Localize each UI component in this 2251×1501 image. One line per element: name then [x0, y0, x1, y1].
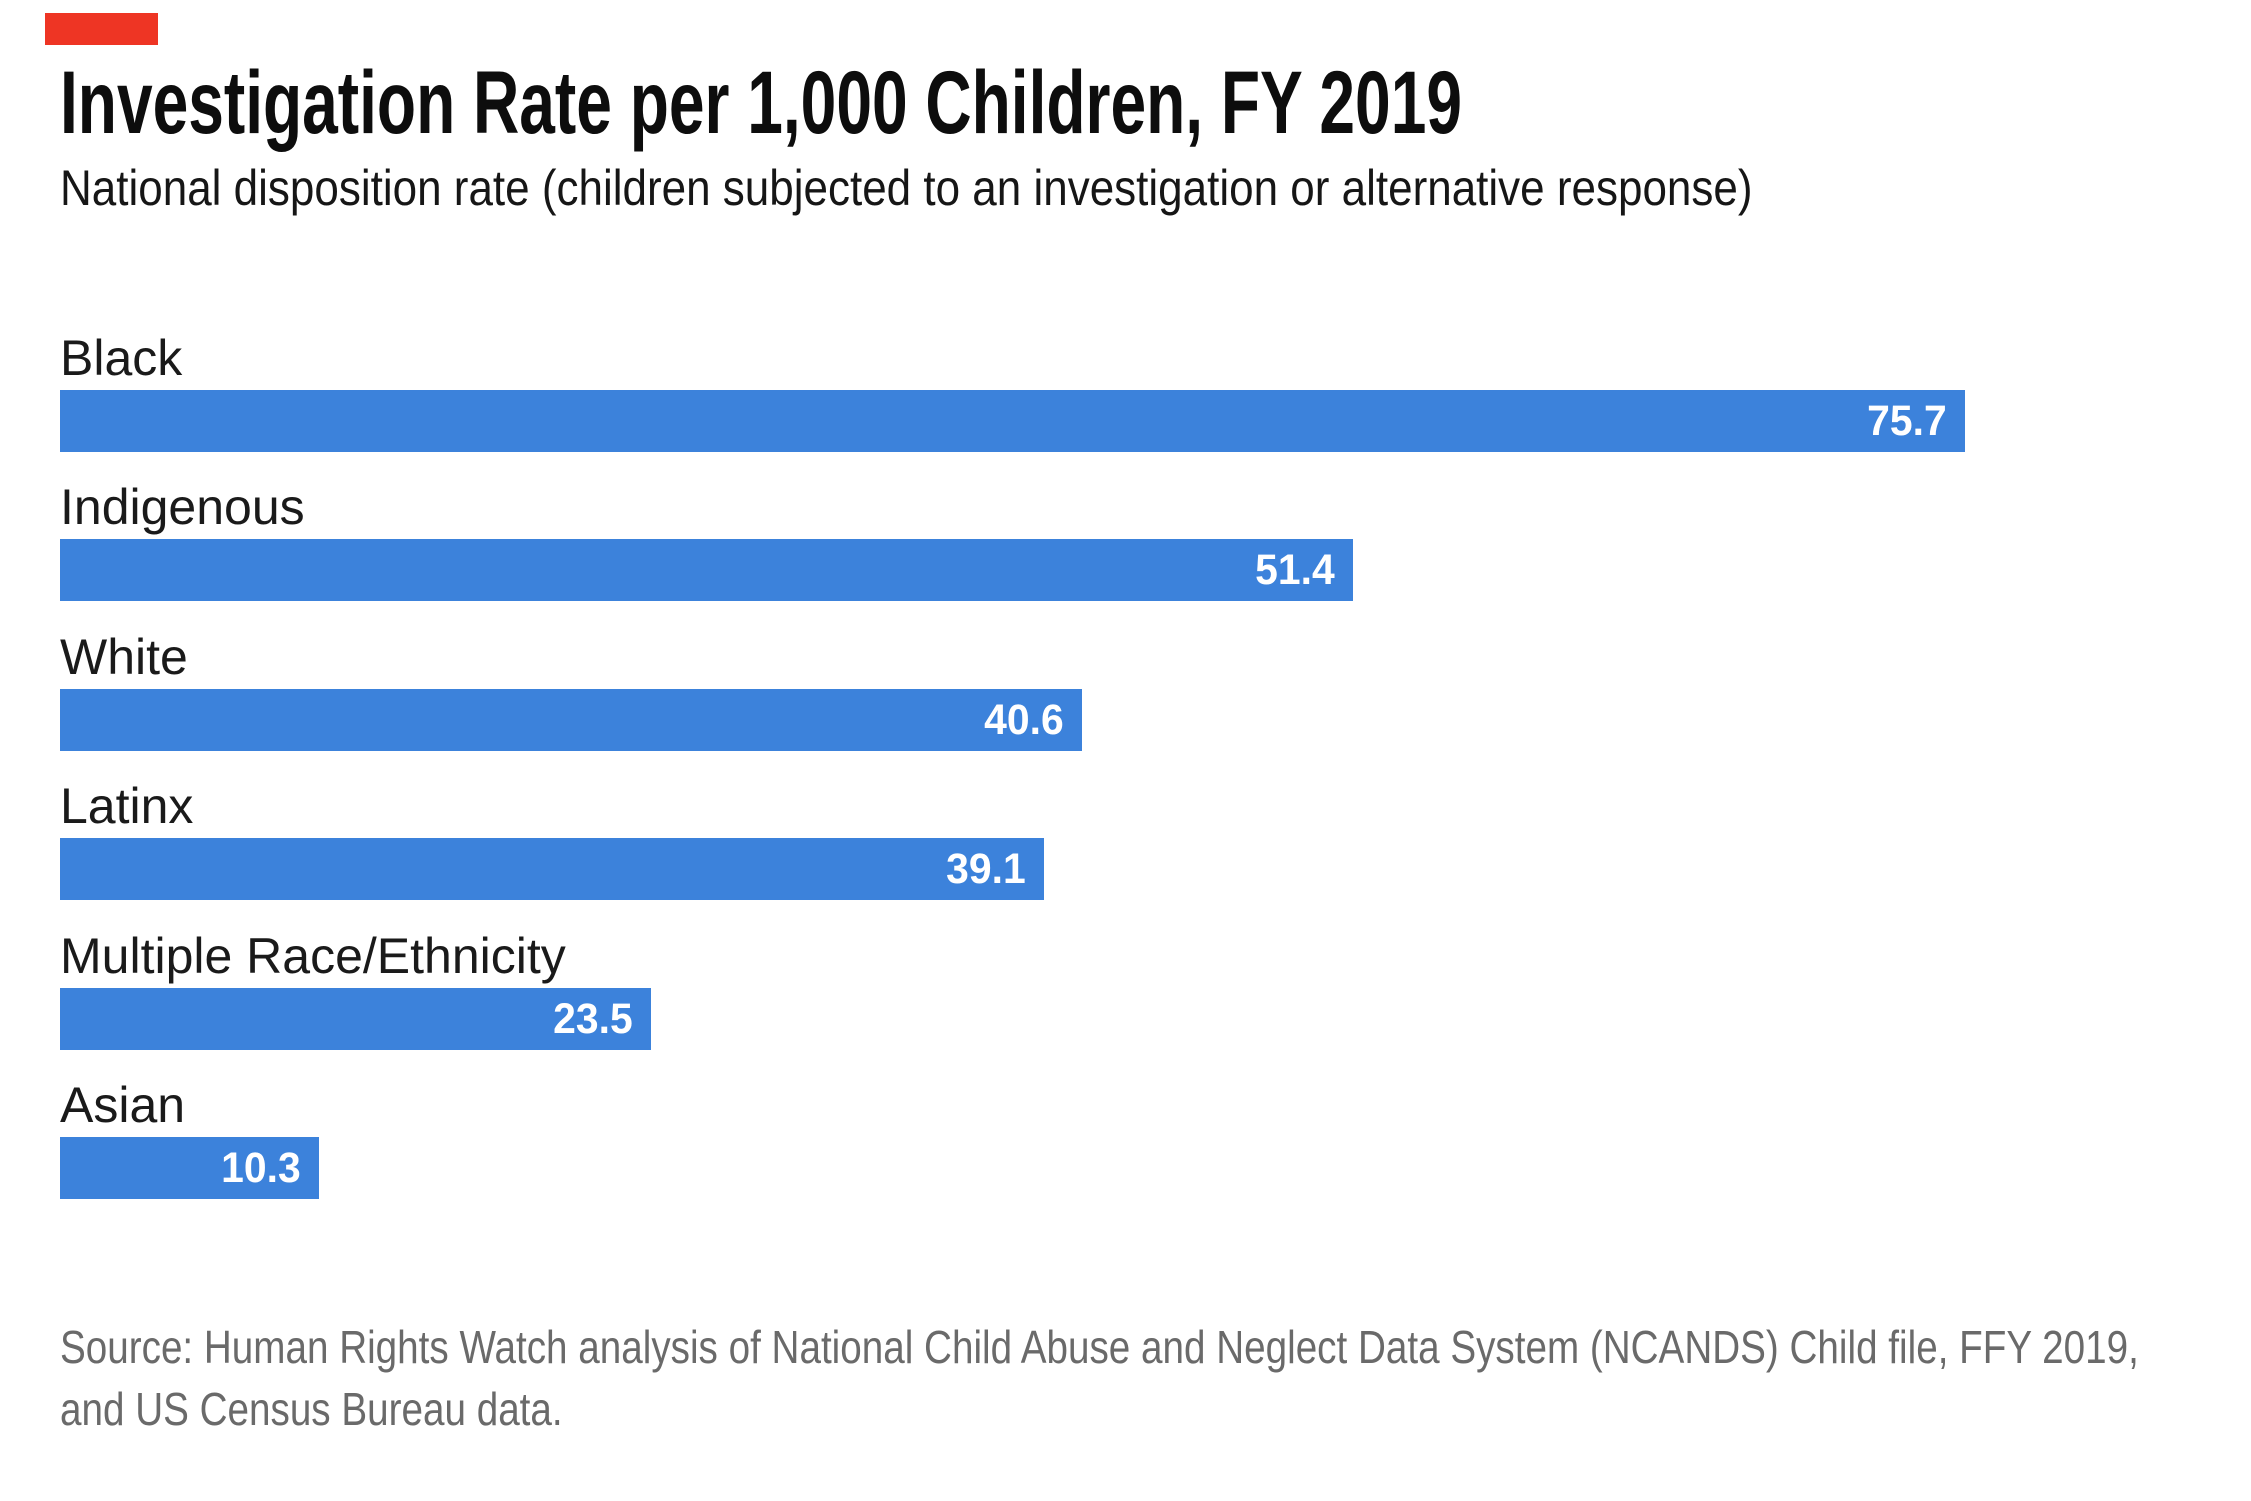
bar-segment: 51.4 — [60, 539, 1353, 601]
value-label: 40.6 — [984, 696, 1064, 744]
category-label: Latinx — [60, 778, 194, 834]
value-label: 51.4 — [1255, 546, 1335, 594]
category-label: Indigenous — [60, 479, 305, 535]
value-label: 75.7 — [1867, 397, 1947, 445]
bar-segment: 23.5 — [60, 988, 651, 1050]
bar-segment: 40.6 — [60, 689, 1082, 751]
category-label: White — [60, 629, 188, 685]
value-label: 23.5 — [553, 995, 633, 1043]
bar-segment: 75.7 — [60, 390, 1965, 452]
chart-subtitle: National disposition rate (children subj… — [60, 160, 1753, 216]
source-line-2: and US Census Bureau data. — [60, 1383, 563, 1435]
source-note: Source: Human Rights Watch analysis of N… — [60, 1316, 2139, 1440]
plot-area: Black 75.7 Indigenous 51.4 White 40.6 Latinx 39… — [60, 0, 2251, 1320]
category-label: Asian — [60, 1077, 186, 1133]
bar-segment: 39.1 — [60, 838, 1044, 900]
brand-mark — [45, 13, 158, 45]
bar-segment: 10.3 — [60, 1137, 319, 1199]
value-label: 39.1 — [946, 845, 1026, 893]
source-line-1: Source: Human Rights Watch analysis of N… — [60, 1321, 2139, 1373]
category-label: Multiple Race/Ethnicity — [60, 928, 566, 984]
chart-title: Investigation Rate per 1,000 Children, F… — [60, 52, 1462, 152]
category-label: Black — [60, 330, 183, 386]
value-label: 10.3 — [221, 1144, 301, 1192]
